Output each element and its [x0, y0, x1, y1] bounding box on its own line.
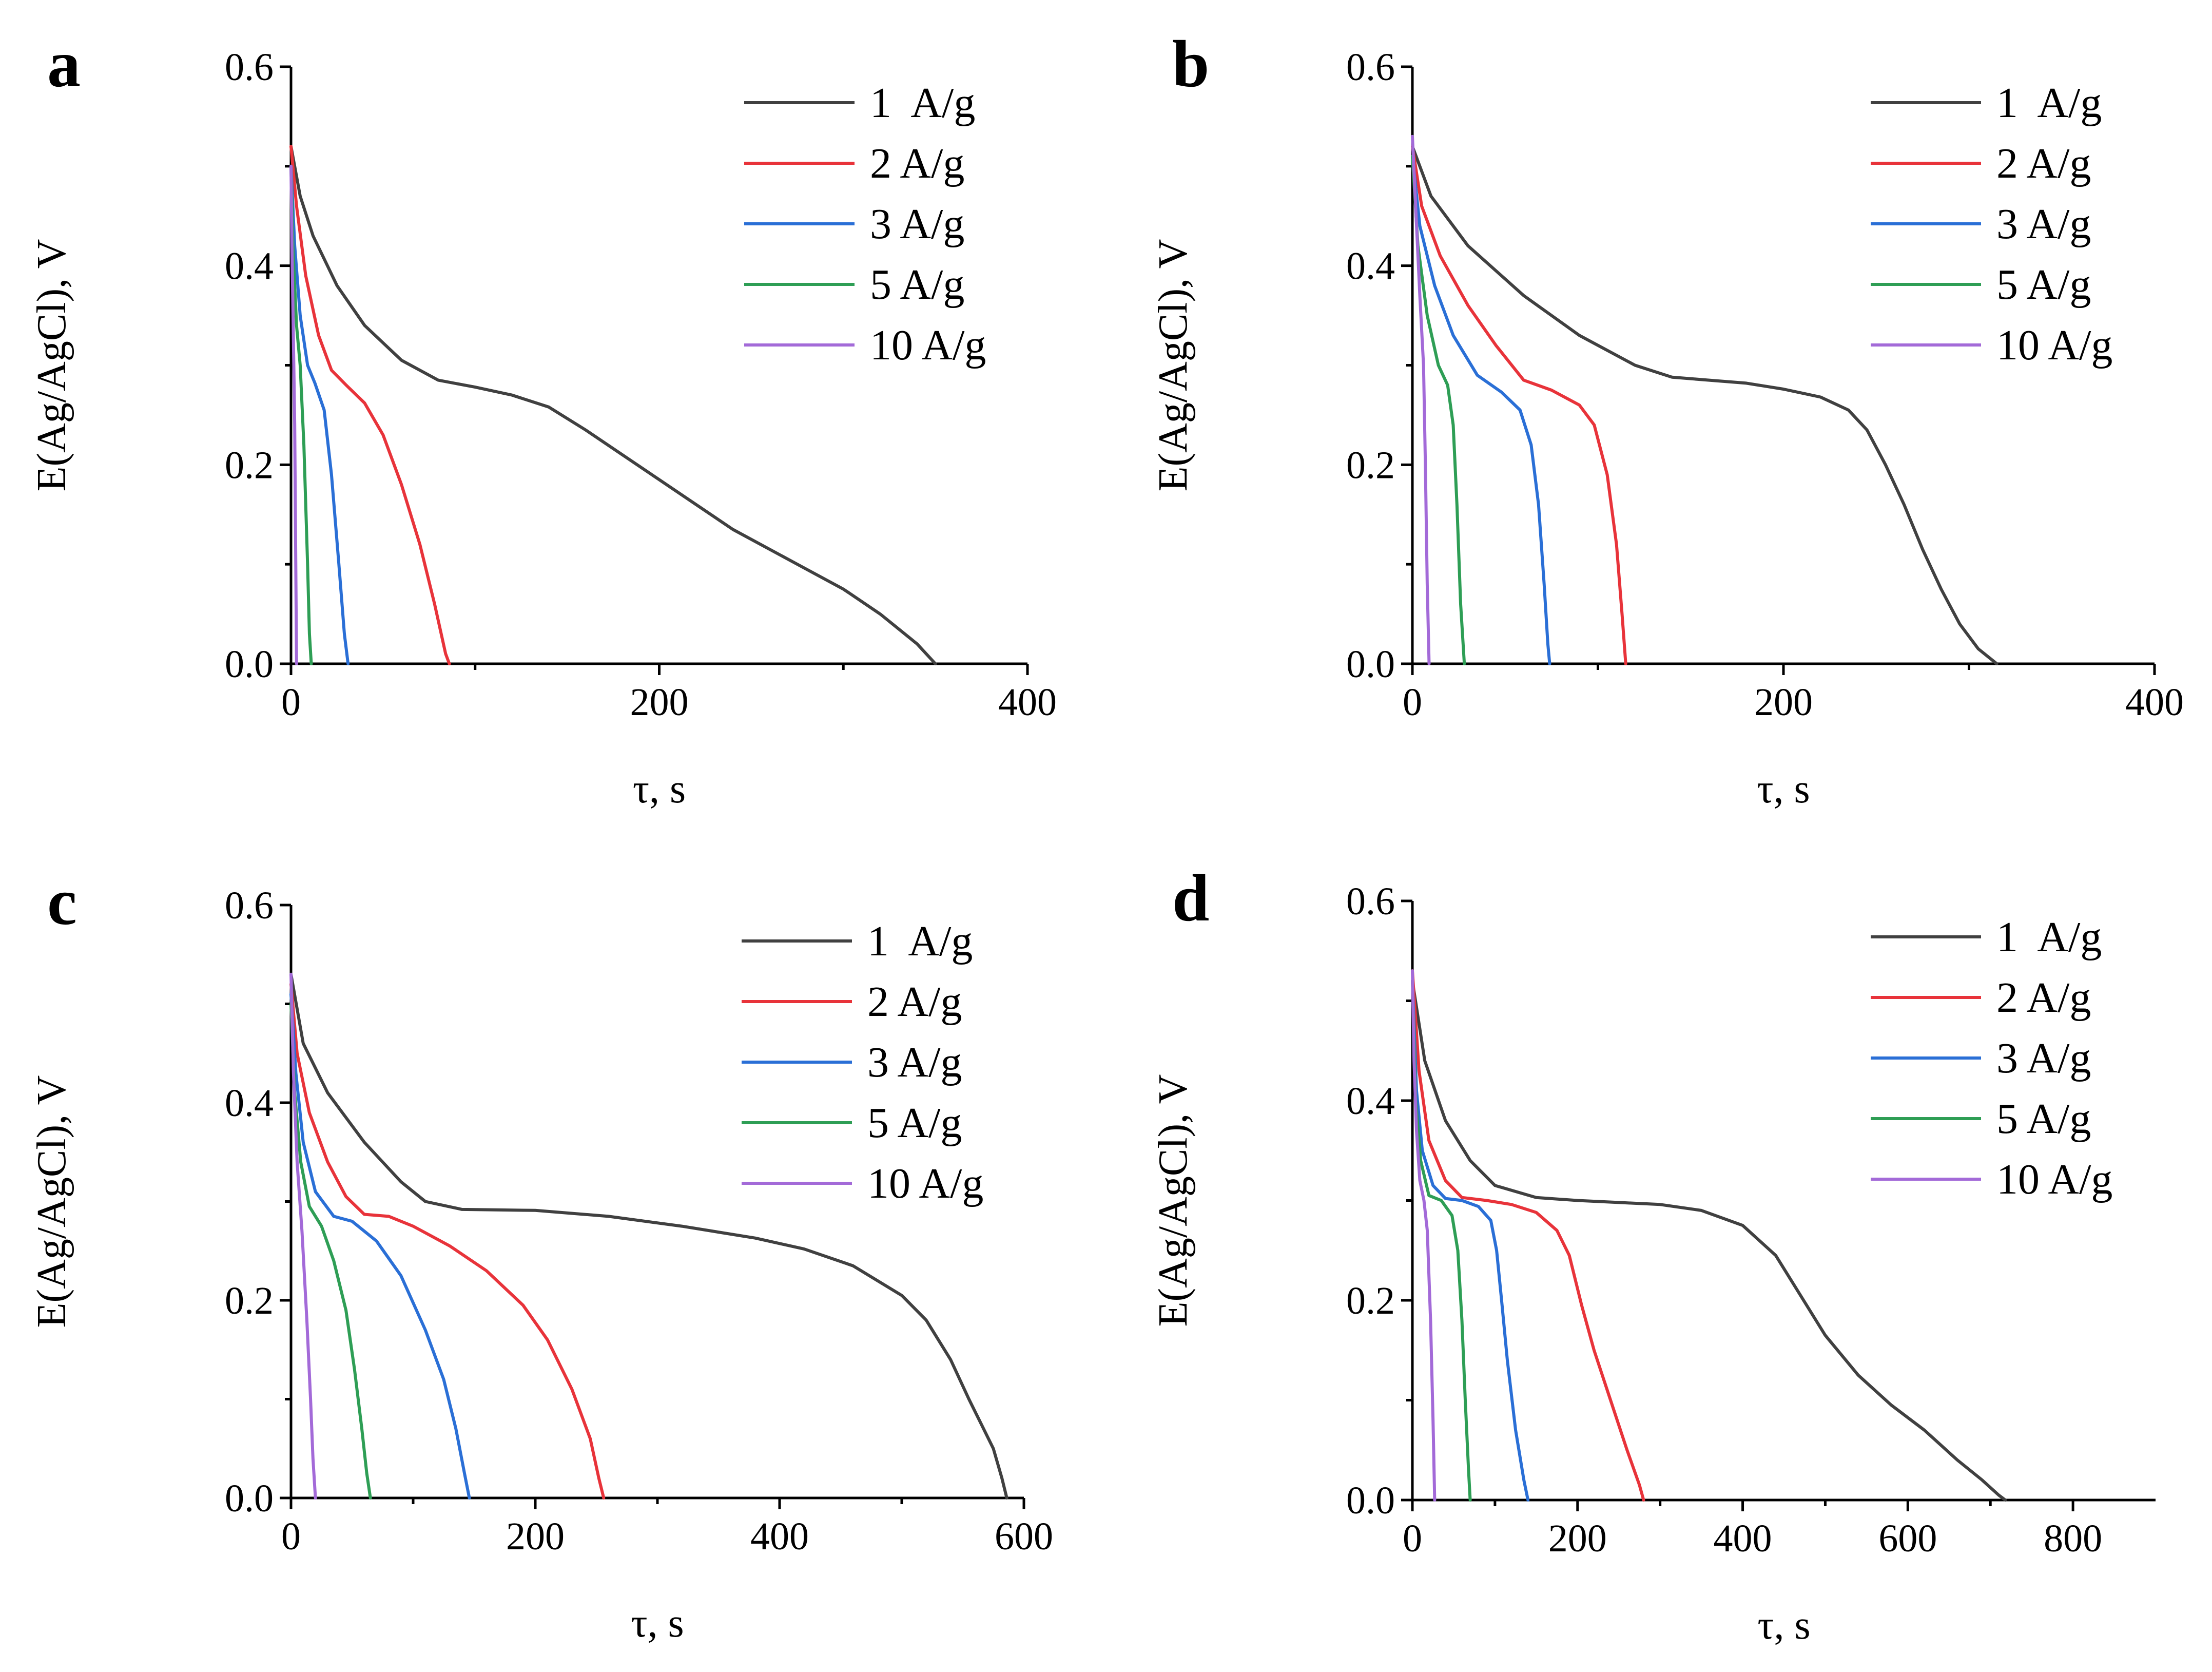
legend-label: 3 A/g: [867, 1039, 962, 1086]
y-tick-label: 0.0: [1346, 643, 1395, 686]
series-line-4: [1411, 155, 1466, 665]
y-tick-label: 0.2: [1346, 1279, 1395, 1322]
series-line-2: [289, 983, 606, 1500]
x-tick-label: 0: [281, 681, 301, 724]
y-axis-label: E(Ag/AgCl), V: [1151, 1074, 1196, 1327]
legend-label: 5 A/g: [1996, 1095, 2091, 1143]
series-line-1: [289, 972, 1008, 1500]
legend: 1 A/g 2 A/g 3 A/g 5 A/g 10 A/g: [742, 917, 983, 1207]
series-line-1: [289, 145, 937, 665]
panel-label: c: [47, 865, 77, 939]
legend-label: 1 A/g: [870, 79, 975, 127]
y-tick-label: 0.0: [225, 1477, 274, 1520]
legend: 1 A/g 2 A/g 3 A/g 5 A/g 10 A/g: [1871, 79, 2112, 369]
panel-label: b: [1172, 27, 1209, 101]
x-tick-label: 400: [998, 681, 1057, 724]
y-tick-label: 0.6: [225, 46, 274, 89]
series-line-3: [289, 992, 471, 1500]
series-line-2: [289, 145, 451, 665]
y-tick-label: 0.4: [225, 245, 274, 288]
legend-label: 1 A/g: [867, 917, 973, 965]
y-tick-label: 0.4: [1346, 1080, 1395, 1123]
legend-label: 10 A/g: [867, 1160, 983, 1207]
y-tick-label: 0.2: [225, 1279, 274, 1322]
x-tick-label: 400: [750, 1515, 809, 1558]
legend-label: 2 A/g: [867, 978, 962, 1026]
y-tick-label: 0.0: [225, 643, 274, 686]
panel-label: d: [1172, 861, 1209, 935]
panel-b: b 0.0 0.2 0.4 0.6 0 200 400 τ, s E(Ag/AgCl), V 1 A…: [1151, 27, 2184, 812]
x-tick-label: 200: [1754, 681, 1813, 724]
legend-label: 2 A/g: [1996, 140, 2091, 187]
series-line-4: [289, 1002, 372, 1500]
legend-label: 5 A/g: [1996, 261, 2091, 309]
x-axis-label: τ, s: [633, 766, 686, 812]
legend-label: 5 A/g: [867, 1099, 962, 1147]
legend-label: 2 A/g: [870, 140, 964, 187]
legend-label: 3 A/g: [1996, 1034, 2091, 1082]
y-tick-label: 0.0: [1346, 1479, 1395, 1522]
legend-label: 10 A/g: [1996, 1156, 2112, 1203]
series-line-3: [1411, 155, 1551, 665]
legend: 1 A/g 2 A/g 3 A/g 5 A/g 10 A/g: [1871, 913, 2112, 1203]
legend: 1 A/g 2 A/g 3 A/g 5 A/g 10 A/g: [744, 79, 986, 369]
y-tick-label: 0.2: [1346, 444, 1395, 487]
x-tick-label: 200: [630, 681, 689, 724]
series-line-3: [289, 164, 350, 665]
series-line-1: [1411, 145, 1998, 665]
x-tick-label: 200: [506, 1515, 565, 1558]
y-tick-label: 0.6: [1346, 46, 1395, 89]
legend-label: 5 A/g: [870, 261, 964, 309]
series-line-5: [289, 164, 298, 665]
y-tick-label: 0.4: [225, 1082, 274, 1125]
x-tick-label: 600: [1878, 1517, 1937, 1560]
x-tick-label: 400: [1714, 1517, 1772, 1560]
x-tick-label: 800: [2044, 1517, 2102, 1560]
y-axis-label: E(Ag/AgCl), V: [29, 1075, 74, 1328]
panel-a: a 0.0 0.2 0.4 0.6 0 200 400 τ, s E(Ag/AgCl), V 1 A…: [29, 27, 1057, 812]
y-tick-label: 0.4: [1346, 245, 1395, 288]
series-line-5: [289, 972, 317, 1500]
panel-c: c 0.0 0.2 0.4 0.6 0 200 400 600 τ, s E(Ag/AgCl), V…: [29, 865, 1053, 1646]
legend-label: 3 A/g: [1996, 200, 2091, 248]
y-axis-label: E(Ag/AgCl), V: [29, 239, 74, 492]
x-tick-label: 400: [2125, 681, 2184, 724]
y-axis-label: E(Ag/AgCl), V: [1151, 239, 1196, 492]
x-axis-label: τ, s: [1757, 1603, 1810, 1648]
series-line-4: [1411, 979, 1472, 1502]
y-tick-label: 0.6: [1346, 880, 1395, 923]
x-axis-label: τ, s: [1757, 766, 1810, 812]
legend-label: 1 A/g: [1996, 79, 2102, 127]
series-line-5: [1411, 969, 1437, 1502]
panel-label: a: [47, 27, 81, 101]
x-tick-label: 200: [1548, 1517, 1607, 1560]
legend-label: 1 A/g: [1996, 913, 2102, 961]
x-tick-label: 0: [281, 1515, 301, 1558]
series-line-5: [1411, 134, 1431, 665]
legend-label: 3 A/g: [870, 200, 964, 248]
series-line-1: [1411, 979, 2007, 1502]
x-tick-label: 0: [1403, 681, 1422, 724]
x-tick-label: 600: [995, 1515, 1053, 1558]
y-tick-label: 0.2: [225, 444, 274, 487]
legend-label: 10 A/g: [870, 321, 986, 369]
series-line-2: [1411, 969, 1645, 1502]
series-line-3: [1411, 979, 1530, 1502]
legend-label: 10 A/g: [1996, 321, 2112, 369]
x-axis-label: τ, s: [631, 1601, 684, 1646]
x-tick-label: 0: [1403, 1517, 1422, 1560]
legend-label: 2 A/g: [1996, 974, 2091, 1022]
y-tick-label: 0.6: [225, 884, 274, 927]
series-line-2: [1411, 145, 1627, 665]
panel-d: d 0.0 0.2 0.4 0.6 0 200 400 600 800 τ, s E(Ag/AgCl)…: [1151, 861, 2156, 1648]
